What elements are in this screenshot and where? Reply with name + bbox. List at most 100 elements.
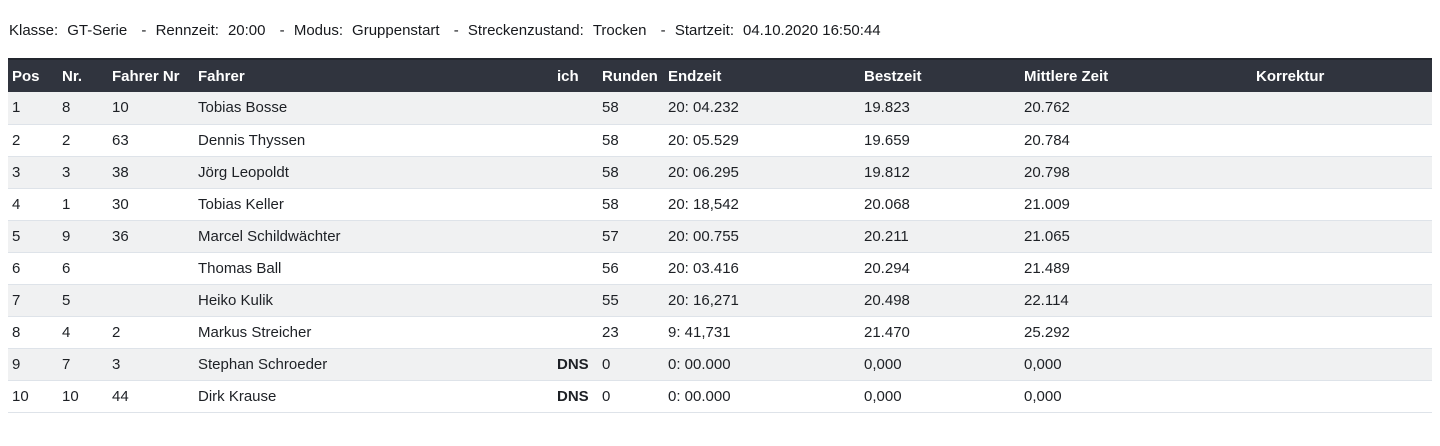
cell-korrektur	[1252, 156, 1432, 189]
cell-nr: 9	[58, 220, 108, 253]
cell-korrektur	[1252, 92, 1432, 125]
cell-endzeit: 20: 16,271	[664, 284, 860, 317]
cell-pos: 6	[8, 252, 58, 285]
info-segment-startzeit: Startzeit: 04.10.2020 16:50:44	[675, 22, 881, 39]
column-header-pos: Pos	[8, 58, 58, 92]
info-segment-modus: Modus: Gruppenstart	[294, 22, 440, 39]
cell-ich	[553, 220, 598, 253]
cell-bestzeit: 21.470	[860, 316, 1020, 349]
info-value: GT-Serie	[67, 22, 128, 39]
cell-ich	[553, 92, 598, 125]
cell-mittlere_zeit: 0,000	[1020, 348, 1252, 381]
cell-fahrer_nr	[108, 252, 194, 285]
cell-runden: 0	[598, 380, 664, 413]
column-header-nr: Nr.	[58, 58, 108, 92]
cell-fahrer_nr: 10	[108, 92, 194, 125]
table-row: 5 9 36 Marcel Schildwächter 57 20: 00.755 20.2…	[8, 220, 1432, 253]
cell-pos: 1	[8, 92, 58, 125]
cell-pos: 7	[8, 284, 58, 317]
table-row: 7 5 Heiko Kulik 55 20: 16,271 20.498 22.114	[8, 284, 1432, 317]
cell-endzeit: 20: 00.755	[664, 220, 860, 253]
cell-pos: 5	[8, 220, 58, 253]
cell-endzeit: 20: 06.295	[664, 156, 860, 189]
cell-nr: 3	[58, 156, 108, 189]
cell-nr: 2	[58, 124, 108, 157]
cell-fahrer: Tobias Bosse	[194, 92, 553, 125]
cell-nr: 4	[58, 316, 108, 349]
cell-korrektur	[1252, 220, 1432, 253]
cell-fahrer_nr	[108, 284, 194, 317]
cell-fahrer_nr: 36	[108, 220, 194, 253]
cell-mittlere_zeit: 20.784	[1020, 124, 1252, 157]
cell-runden: 58	[598, 156, 664, 189]
table-header-row: Pos Nr. Fahrer Nr Fahrer ich Runden Endzeit Bes…	[8, 58, 1432, 92]
results-table: Pos Nr. Fahrer Nr Fahrer ich Runden Endzeit Bes…	[8, 58, 1432, 413]
cell-nr: 5	[58, 284, 108, 317]
cell-ich	[553, 188, 598, 221]
info-separator: -	[141, 22, 147, 39]
info-segment-klasse: Klasse: GT-Serie	[9, 22, 127, 39]
cell-runden: 55	[598, 284, 664, 317]
cell-pos: 4	[8, 188, 58, 221]
cell-fahrer_nr: 2	[108, 316, 194, 349]
column-header-ich: ich	[553, 58, 598, 92]
cell-mittlere_zeit: 22.114	[1020, 284, 1252, 317]
cell-ich	[553, 156, 598, 189]
cell-korrektur	[1252, 188, 1432, 221]
cell-fahrer: Heiko Kulik	[194, 284, 553, 317]
cell-korrektur	[1252, 316, 1432, 349]
table-body: 1 8 10 Tobias Bosse 58 20: 04.232 19.823 20.762…	[8, 92, 1432, 413]
info-label: Streckenzustand:	[467, 22, 584, 39]
cell-fahrer: Stephan Schroeder	[194, 348, 553, 381]
table-header: Pos Nr. Fahrer Nr Fahrer ich Runden Endzeit Bes…	[8, 58, 1432, 92]
cell-nr: 8	[58, 92, 108, 125]
info-segment-streckenzustand: Streckenzustand: Trocken	[468, 22, 647, 39]
info-segment-rennzeit: Rennzeit: 20:00	[156, 22, 266, 39]
cell-nr: 6	[58, 252, 108, 285]
cell-endzeit: 20: 03.416	[664, 252, 860, 285]
cell-korrektur	[1252, 124, 1432, 157]
info-value: 04.10.2020 16:50:44	[743, 22, 881, 39]
cell-pos: 10	[8, 380, 58, 413]
cell-endzeit: 20: 18,542	[664, 188, 860, 221]
cell-bestzeit: 20.211	[860, 220, 1020, 253]
cell-bestzeit: 20.498	[860, 284, 1020, 317]
cell-fahrer_nr: 38	[108, 156, 194, 189]
info-separator: -	[660, 22, 666, 39]
info-label: Modus:	[293, 22, 344, 39]
cell-runden: 0	[598, 348, 664, 381]
table-row: 1 8 10 Tobias Bosse 58 20: 04.232 19.823 20.762	[8, 92, 1432, 125]
cell-endzeit: 0: 00.000	[664, 380, 860, 413]
column-header-korrektur: Korrektur	[1252, 58, 1432, 92]
info-value: 20:00	[227, 22, 266, 39]
cell-nr: 10	[58, 380, 108, 413]
column-header-fahrer: Fahrer	[194, 58, 553, 92]
table-row: 4 1 30 Tobias Keller 58 20: 18,542 20.068 21.00…	[8, 188, 1432, 221]
cell-bestzeit: 19.823	[860, 92, 1020, 125]
cell-bestzeit: 19.659	[860, 124, 1020, 157]
cell-mittlere_zeit: 0,000	[1020, 380, 1252, 413]
table-row: 10 10 44 Dirk Krause DNS 0 0: 00.000 0,000 0,000	[8, 380, 1432, 413]
column-header-endzeit: Endzeit	[664, 58, 860, 92]
info-label: Startzeit:	[674, 22, 734, 39]
cell-ich	[553, 252, 598, 285]
cell-pos: 2	[8, 124, 58, 157]
cell-nr: 7	[58, 348, 108, 381]
cell-ich: DNS	[553, 380, 598, 413]
cell-mittlere_zeit: 21.065	[1020, 220, 1252, 253]
cell-endzeit: 20: 05.529	[664, 124, 860, 157]
cell-endzeit: 0: 00.000	[664, 348, 860, 381]
column-header-bestzeit: Bestzeit	[860, 58, 1020, 92]
cell-ich	[553, 124, 598, 157]
column-header-fahrer_nr: Fahrer Nr	[108, 58, 194, 92]
column-header-runden: Runden	[598, 58, 664, 92]
cell-fahrer: Jörg Leopoldt	[194, 156, 553, 189]
cell-endzeit: 20: 04.232	[664, 92, 860, 125]
cell-runden: 23	[598, 316, 664, 349]
cell-fahrer: Dennis Thyssen	[194, 124, 553, 157]
cell-fahrer: Thomas Ball	[194, 252, 553, 285]
cell-pos: 9	[8, 348, 58, 381]
cell-pos: 3	[8, 156, 58, 189]
info-separator: -	[453, 22, 459, 39]
cell-endzeit: 9: 41,731	[664, 316, 860, 349]
